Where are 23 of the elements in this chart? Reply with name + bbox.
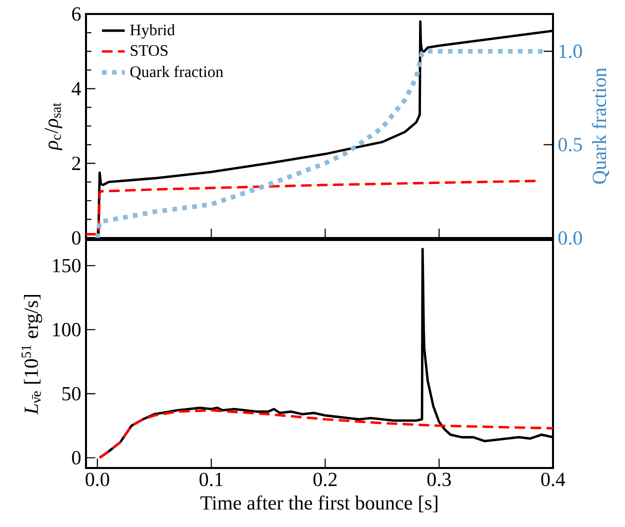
x-axis-title: Time after the first bounce [s] [200,495,438,512]
x-tick-label: 0.1 [200,472,223,486]
x-tick-label: 0.3 [427,472,451,486]
y-axis-title: ρ$_{c}$/ρ$_{sat}$ [44,102,62,150]
legend-label: Quark fraction [130,66,224,80]
y2-axis-title: Quark fraction [592,68,610,184]
y-tick-label: 0 [72,231,81,245]
y-tick-label: 4 [72,82,81,96]
y-tick-label: 6 [72,7,81,21]
y-axis-title: L$_{ν̄e}$ [10$^{51}$ erg/s] [22,295,42,415]
y2-tick-label: 0.0 [558,231,582,245]
y2-tick-label: 0.5 [558,138,582,152]
y-tick-label: 0 [72,450,81,464]
y-tick-label: 100 [53,322,81,336]
y2-tick-label: 1.0 [559,44,582,58]
x-tick-label: 0.2 [313,472,337,486]
y-tick-label: 50 [62,386,81,400]
x-tick-label: 0.4 [541,472,566,486]
x-tick-label: 0.0 [86,472,110,486]
legend-label: STOS [130,45,168,56]
legend-label: Hybrid [130,24,175,39]
y-tick-label: 2 [72,156,80,170]
y-tick-label: 150 [53,258,81,272]
